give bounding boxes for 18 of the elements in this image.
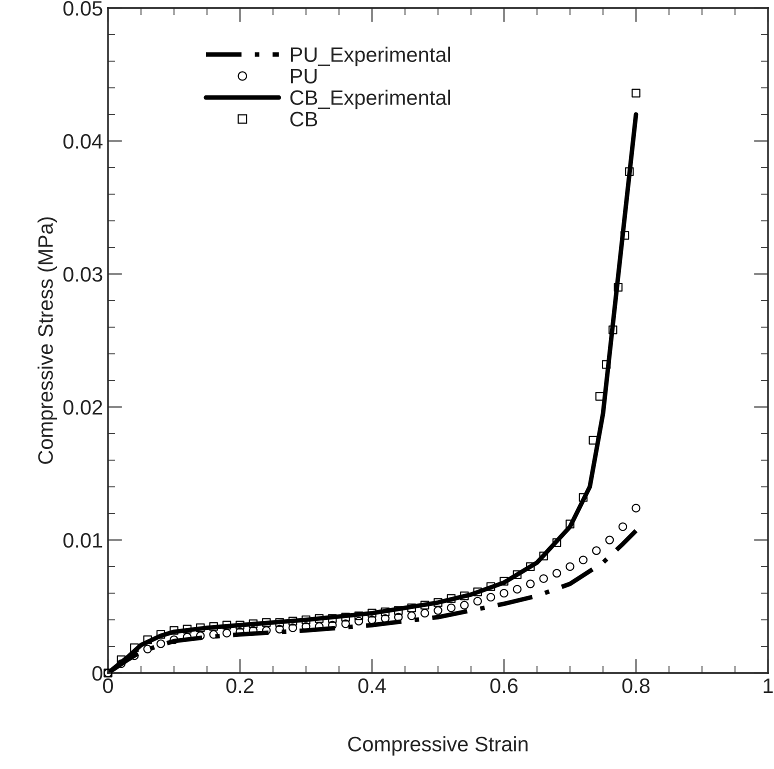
y-tick-label: 0.02 <box>63 400 102 415</box>
legend-label: PU_Experimental <box>290 46 450 66</box>
x-tick-label: 0.6 <box>490 678 518 694</box>
x-tick-label: 0 <box>103 678 113 694</box>
x-tick-label: 0.8 <box>622 678 650 694</box>
y-tick-label: 0.01 <box>63 533 102 548</box>
y-tick-label: 0.04 <box>63 134 103 149</box>
x-tick-label: 0.2 <box>226 678 254 694</box>
y-tick-label: 0.03 <box>63 267 102 282</box>
legend-label: PU <box>290 68 317 84</box>
legend-label: CB <box>290 112 318 127</box>
legend-label: CB_Experimental <box>290 90 450 110</box>
x-axis-title: Compressive Strain <box>348 736 528 756</box>
x-tick-label: 1 <box>764 678 773 693</box>
y-tick-label: 0 <box>92 666 102 681</box>
y-axis-title: Compressive Stress (MPa) <box>38 217 58 464</box>
x-tick-label: 0.4 <box>358 678 386 694</box>
y-tick-label: 0.05 <box>63 1 102 16</box>
